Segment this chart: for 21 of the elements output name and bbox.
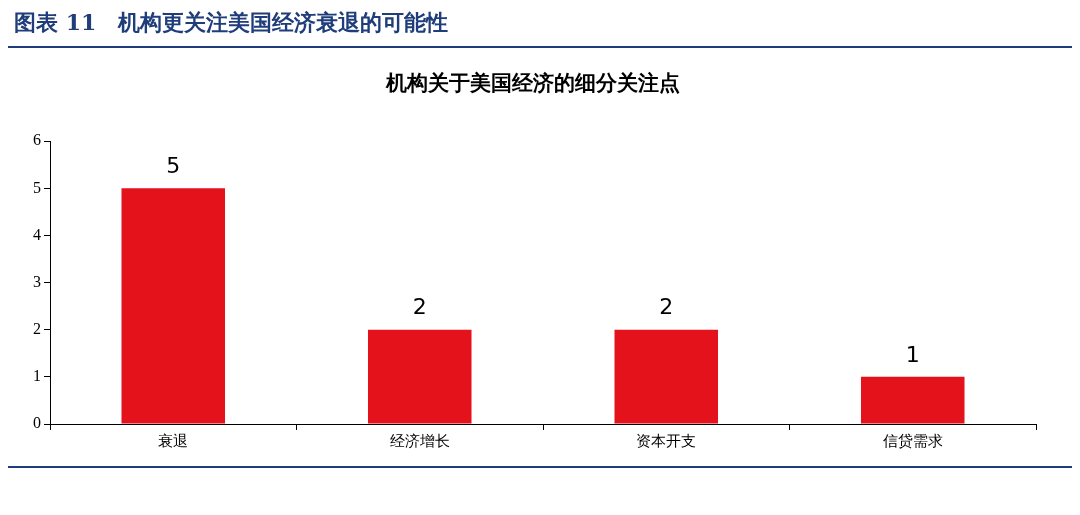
x-tick-label: 信贷需求 bbox=[882, 431, 943, 450]
x-tick-label: 资本开支 bbox=[636, 431, 697, 450]
data-label: 5 bbox=[166, 153, 181, 179]
y-tick-label: 1 bbox=[33, 367, 41, 385]
x-tick-label: 衰退 bbox=[158, 431, 189, 450]
y-tick-label: 3 bbox=[33, 272, 41, 290]
y-tick-label: 2 bbox=[33, 319, 41, 337]
x-tick-label: 经济增长 bbox=[389, 431, 450, 450]
bar bbox=[614, 329, 719, 424]
chart-title: 图表 11 机构更关注美国经济衰退的可能性 bbox=[14, 8, 449, 37]
data-label: 2 bbox=[412, 294, 427, 320]
y-tick-label: 5 bbox=[33, 178, 41, 196]
y-tick-label: 6 bbox=[33, 131, 41, 149]
chart-subtitle: 机构关于美国经济的细分关注点 bbox=[385, 71, 680, 96]
y-tick-label: 0 bbox=[33, 414, 41, 432]
y-tick-label: 4 bbox=[33, 225, 41, 243]
data-label: 1 bbox=[905, 341, 920, 367]
bar bbox=[860, 376, 965, 424]
data-label: 2 bbox=[659, 294, 674, 320]
bar bbox=[367, 329, 472, 424]
bar bbox=[121, 188, 226, 424]
